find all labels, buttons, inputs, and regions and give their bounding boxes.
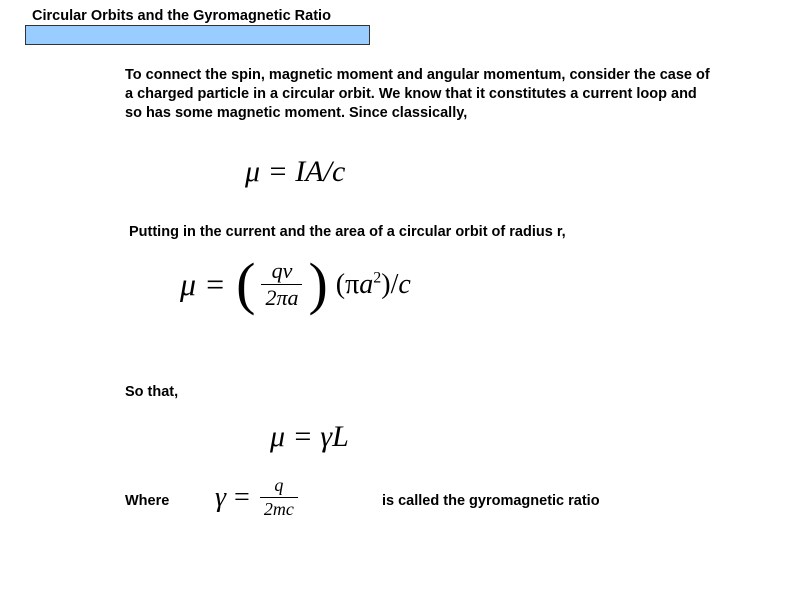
eq1-mu: μ [245, 155, 260, 188]
eq4-denominator: 2mc [260, 497, 298, 520]
eq2-mu: μ [180, 266, 196, 303]
eq2-equals: = [206, 266, 224, 303]
equation-3: μ = γL [270, 420, 349, 454]
eq4-fraction: q 2mc [260, 475, 298, 520]
paragraph-5: is called the gyromagnetic ratio [382, 493, 600, 509]
paragraph-2: Putting in the current and the area of a… [129, 224, 566, 240]
eq2-denominator: 2πa [261, 284, 302, 311]
eq2-second-term: (πa2)/c [336, 269, 411, 301]
eq2-pi: π [345, 269, 359, 300]
eq2-a: a [359, 269, 373, 300]
eq1-rest: = IA/c [260, 155, 345, 188]
eq2-fraction: qv 2πa [261, 258, 302, 311]
eq4-numerator: q [268, 475, 289, 497]
eq2-rparen: ) [308, 258, 327, 310]
paragraph-4: Where [125, 493, 169, 509]
eq2-close: )/ [381, 269, 398, 300]
slide-title: Circular Orbits and the Gyromagnetic Rat… [32, 8, 331, 24]
paragraph-1: To connect the spin, magnetic moment and… [125, 66, 715, 123]
title-underline-bar [25, 25, 370, 45]
eq4-gamma: γ [215, 482, 226, 514]
eq2-numerator: qv [268, 258, 297, 284]
paragraph-3: So that, [125, 384, 178, 400]
equation-1: μ = IA/c [245, 155, 345, 189]
equation-2: μ = ( qv 2πa ) (πa2)/c [180, 258, 411, 311]
eq4-equals: = [234, 482, 250, 514]
equation-4: γ = q 2mc [215, 475, 298, 520]
eq2-c: c [398, 269, 410, 300]
eq2-open: ( [336, 269, 345, 300]
eq2-lparen: ( [236, 258, 255, 310]
